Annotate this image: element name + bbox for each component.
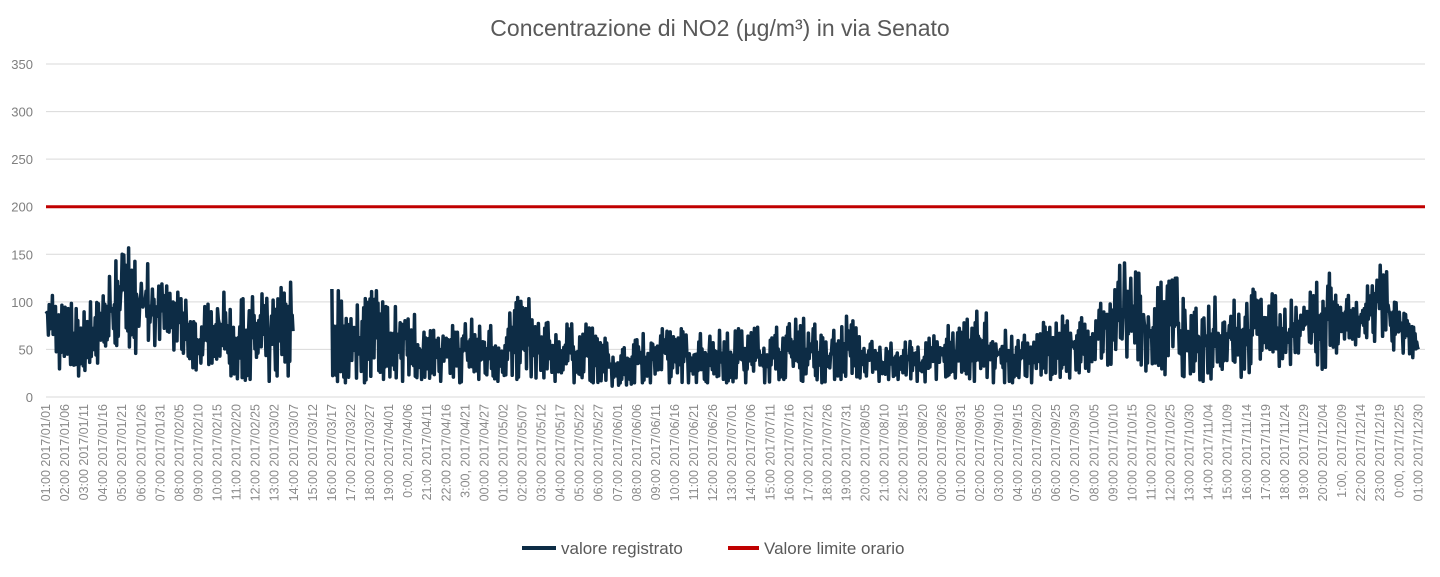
- y-tick-label: 200: [11, 200, 33, 215]
- x-tick-label: 0:00, 2017/04/06: [401, 404, 415, 498]
- x-tick-label: 11:00 2017/02/20: [230, 404, 244, 500]
- x-tick-label: 10:00 2017/06/16: [668, 404, 682, 501]
- x-tick-label: 03:00 2017/01/11: [77, 404, 91, 500]
- x-tick-label: 3:00, 2017/04/21: [458, 404, 472, 498]
- x-tick-label: 10:00 2017/02/15: [211, 404, 225, 501]
- x-tick-label: 13:00 2017/10/30: [1183, 404, 1197, 501]
- legend-label-valore-registrato: valore registrato: [561, 539, 683, 558]
- x-tick-label: 17:00 2017/11/19: [1259, 404, 1273, 500]
- x-tick-label: 20:00 2017/08/05: [859, 404, 873, 501]
- y-tick-label: 350: [11, 57, 33, 72]
- x-tick-label: 16:00 2017/03/17: [325, 404, 339, 501]
- x-tick-label: 14:00 2017/11/04: [1202, 404, 1216, 500]
- y-tick-label: 100: [11, 295, 33, 310]
- x-tick-label: 16:00 2017/11/14: [1240, 404, 1254, 500]
- x-tick-label: 02:00 2017/01/06: [58, 404, 72, 501]
- series-line-valore-registrato: [44, 246, 295, 384]
- x-tick-label: 19:00 2017/04/01: [382, 404, 396, 501]
- legend-label-valore-limite: Valore limite orario: [764, 539, 904, 558]
- y-tick-label: 300: [11, 105, 33, 120]
- series-line-valore-registrato: [330, 261, 1420, 388]
- x-tick-label: 07:00 2017/06/01: [611, 404, 625, 501]
- x-tick-label: 22:00 2017/08/15: [897, 404, 911, 501]
- x-tick-label: 09:00 2017/02/10: [191, 404, 205, 501]
- x-tick-label: 16:00 2017/07/16: [782, 404, 796, 501]
- chart-title: Concentrazione di NO2 (µg/m³) in via Sen…: [490, 15, 949, 41]
- x-axis-ticks: 01:00 2017/01/01 02:00 2017/01/06 03:00 20…: [39, 404, 1425, 501]
- y-axis-ticks: 0 50 100 150 200 250 300 350: [11, 57, 33, 405]
- x-tick-label: 03:00 2017/05/12: [535, 404, 549, 501]
- y-tick-label: 250: [11, 152, 33, 167]
- series-layer: [44, 205, 1425, 388]
- x-tick-label: 12:00 2017/06/26: [706, 404, 720, 501]
- x-tick-label: 23:00 2017/08/20: [916, 404, 930, 501]
- x-tick-label: 1:00, 2017/12/09: [1335, 404, 1349, 498]
- x-tick-label: 11:00 2017/06/21: [687, 404, 701, 500]
- x-tick-label: 10:00 2017/10/15: [1125, 404, 1139, 501]
- x-tick-label: 20:00 2017/12/04: [1316, 404, 1330, 501]
- x-tick-label: 22:00 2017/12/14: [1354, 404, 1368, 501]
- x-tick-label: 19:00 2017/07/31: [840, 404, 854, 501]
- x-tick-label: 12:00 2017/10/25: [1164, 404, 1178, 501]
- x-tick-label: 17:00 2017/07/21: [801, 404, 815, 501]
- x-tick-label: 06:00 2017/01/26: [134, 404, 148, 501]
- x-tick-label: 09:00 2017/06/11: [649, 404, 663, 500]
- x-tick-label: 00:00 2017/08/26: [935, 404, 949, 501]
- x-tick-label: 06:00 2017/05/27: [592, 404, 606, 501]
- x-tick-label: 14:00 2017/03/07: [287, 404, 301, 501]
- x-tick-label: 21:00 2017/08/10: [878, 404, 892, 501]
- x-tick-label: 18:00 2017/03/27: [363, 404, 377, 501]
- x-tick-label: 06:00 2017/09/25: [1049, 404, 1063, 501]
- x-tick-label: 07:00 2017/09/30: [1068, 404, 1082, 501]
- x-tick-label: 07:00 2017/01/31: [153, 404, 167, 501]
- x-tick-label: 15:00 2017/07/11: [763, 404, 777, 500]
- x-tick-label: 15:00 2017/03/12: [306, 404, 320, 501]
- x-tick-label: 05:00 2017/09/20: [1030, 404, 1044, 501]
- legend: valore registrato Valore limite orario: [522, 539, 904, 558]
- x-tick-label: 23:00 2017/12/19: [1373, 404, 1387, 501]
- x-tick-label: 03:00 2017/09/10: [992, 404, 1006, 501]
- x-tick-label: 0:00, 2017/12/25: [1392, 404, 1406, 498]
- x-tick-label: 13:00 2017/07/01: [725, 404, 739, 501]
- x-tick-label: 04:00 2017/05/17: [554, 404, 568, 501]
- x-tick-label: 18:00 2017/11/24: [1278, 404, 1292, 500]
- x-tick-label: 01:00 2017/08/31: [954, 404, 968, 501]
- y-tick-label: 0: [26, 390, 33, 405]
- x-tick-label: 01:00 2017/12/30: [1411, 404, 1425, 501]
- x-tick-label: 01:00 2017/01/01: [39, 404, 53, 501]
- x-tick-label: 19:00 2017/11/29: [1297, 404, 1311, 500]
- x-tick-label: 08:00 2017/02/05: [172, 404, 186, 501]
- x-tick-label: 02:00 2017/05/07: [516, 404, 530, 501]
- x-tick-label: 00:00 2017/04/27: [477, 404, 491, 501]
- x-tick-label: 21:00 2017/04/11: [420, 404, 434, 500]
- x-tick-label: 18:00 2017/07/26: [820, 404, 834, 501]
- x-tick-label: 01:00 2017/05/02: [496, 404, 510, 501]
- x-tick-label: 04:00 2017/01/16: [96, 404, 110, 501]
- x-tick-label: 22:00 2017/04/16: [439, 404, 453, 501]
- x-tick-label: 05:00 2017/05/22: [573, 404, 587, 501]
- y-tick-label: 50: [19, 342, 33, 357]
- x-tick-label: 11:00 2017/10/20: [1144, 404, 1158, 500]
- x-tick-label: 08:00 2017/10/05: [1087, 404, 1101, 501]
- x-tick-label: 04:00 2017/09/15: [1011, 404, 1025, 501]
- x-tick-label: 08:00 2017/06/06: [630, 404, 644, 501]
- x-tick-label: 02:00 2017/09/05: [973, 404, 987, 501]
- x-tick-label: 17:00 2017/03/22: [344, 404, 358, 501]
- x-tick-label: 09:00 2017/10/10: [1106, 404, 1120, 501]
- x-tick-label: 12:00 2017/02/25: [249, 404, 263, 501]
- x-tick-label: 14:00 2017/07/06: [744, 404, 758, 501]
- x-tick-label: 13:00 2017/03/02: [268, 404, 282, 501]
- y-tick-label: 150: [11, 247, 33, 262]
- x-tick-label: 15:00 2017/11/09: [1221, 404, 1235, 500]
- x-tick-label: 05:00 2017/01/21: [115, 404, 129, 501]
